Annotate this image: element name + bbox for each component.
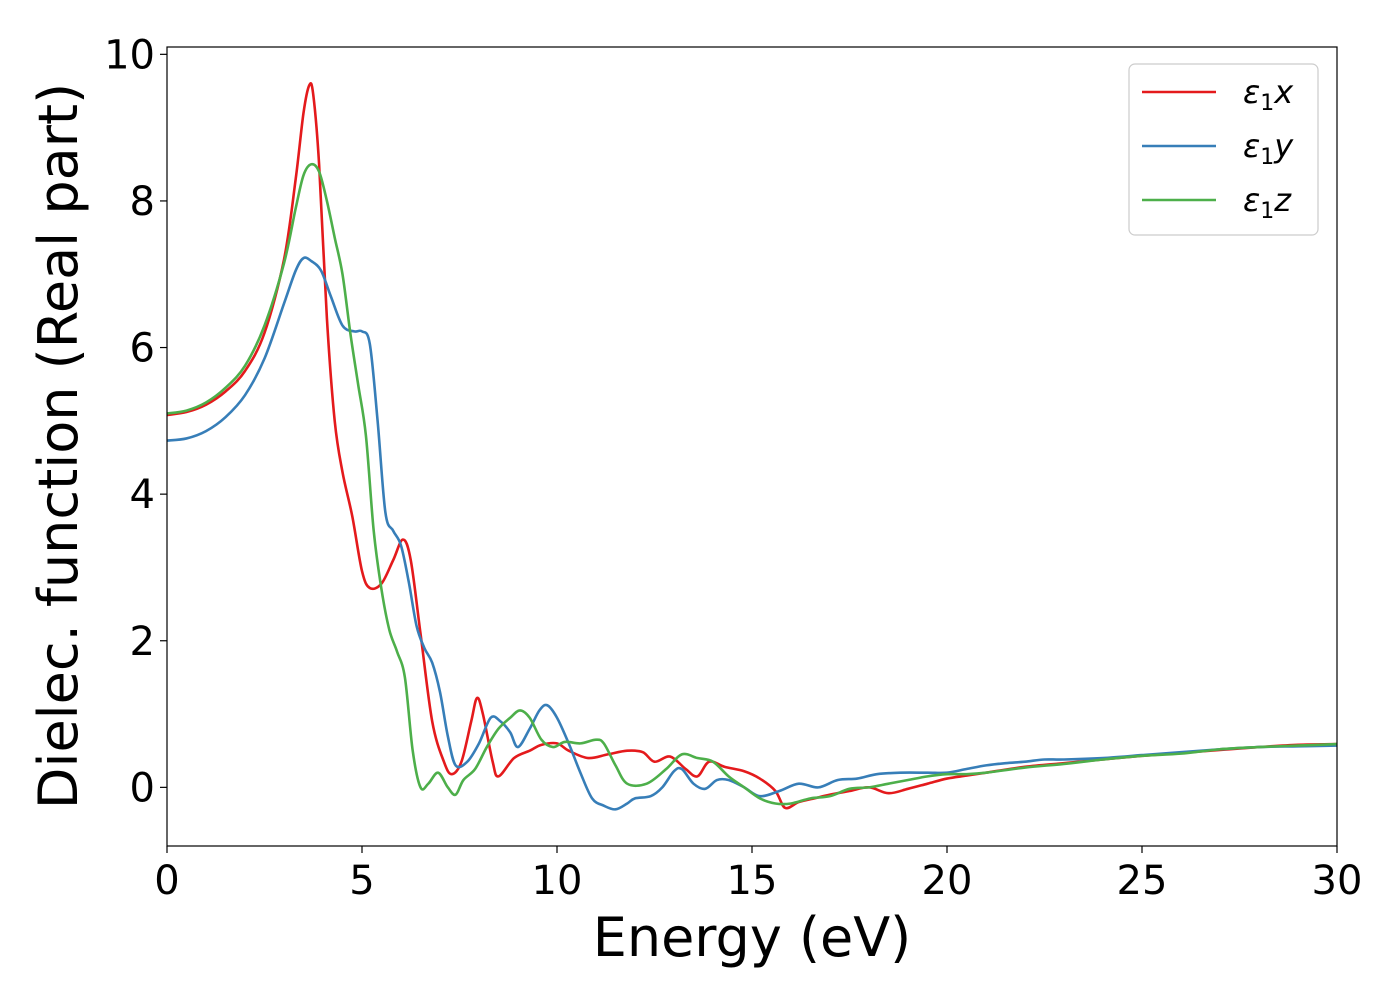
x-tick-label: 20 (922, 858, 973, 904)
series-layer (167, 82, 1337, 811)
series-line-z (167, 162, 1337, 806)
x-tick-label: 15 (727, 858, 778, 904)
y-tick-label: 0 (130, 765, 155, 811)
y-axis-title: Dielec. function (Real part) (27, 83, 90, 809)
x-tick-label: 10 (532, 858, 583, 904)
legend: ε1x ε1y ε1z (1128, 63, 1319, 236)
y-tick-label: 4 (130, 472, 155, 518)
x-tick-label: 25 (1117, 858, 1168, 904)
x-tick-label: 5 (349, 858, 374, 904)
y-tick-label: 8 (130, 179, 155, 225)
legend-box (1128, 63, 1319, 236)
legend-label-x: ε1x (1243, 73, 1294, 116)
y-tick-label: 10 (104, 32, 155, 78)
x-tick-label: 30 (1312, 858, 1363, 904)
y-tick-label: 2 (130, 619, 155, 665)
legend-label-y: ε1y (1243, 127, 1294, 170)
y-tick-label: 6 (130, 326, 155, 372)
legend-label-z: ε1z (1243, 181, 1292, 224)
x-tick-label: 0 (154, 858, 179, 904)
x-axis-ticks: 0 5 10 15 20 25 30 (154, 846, 1362, 904)
series-line-x (167, 82, 1337, 810)
y-axis-ticks: 0 2 4 6 8 10 (104, 32, 167, 811)
x-axis-title: Energy (eV) (593, 906, 912, 969)
